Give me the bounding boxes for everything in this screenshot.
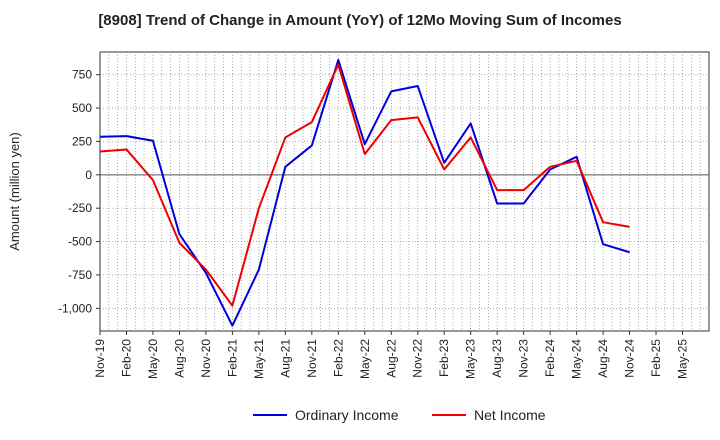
x-tick-label: Aug-24 — [596, 339, 610, 378]
x-tick-label: Aug-20 — [172, 339, 186, 378]
chart-title: [8908] Trend of Change in Amount (YoY) o… — [98, 12, 622, 29]
x-tick-label: Aug-22 — [384, 339, 398, 378]
y-tick-label: 500 — [72, 101, 92, 115]
x-tick-label: May-21 — [252, 339, 266, 379]
x-tick-label: Nov-23 — [517, 339, 531, 378]
x-tick-label: May-24 — [570, 339, 584, 379]
x-tick-label: Nov-19 — [93, 339, 107, 378]
x-tick-label: Feb-23 — [437, 339, 451, 377]
x-tick-label: May-23 — [464, 339, 478, 379]
y-axis-label: Amount (million yen) — [7, 132, 22, 251]
x-tick-label: May-20 — [146, 339, 160, 379]
plot-area — [99, 51, 710, 332]
legend-label-net-income: Net Income — [474, 407, 546, 423]
x-tick-label: Aug-23 — [490, 339, 504, 378]
y-tick-label: 250 — [72, 134, 92, 148]
y-tick-label: 0 — [85, 168, 92, 182]
x-tick-label: Nov-20 — [199, 339, 213, 378]
grid-layer — [99, 51, 710, 332]
x-tick-label: Nov-22 — [411, 339, 425, 378]
series-layer — [99, 59, 630, 327]
legend: Ordinary Income Net Income — [253, 407, 546, 423]
y-tick-label: -250 — [68, 201, 92, 215]
x-tick-label: Nov-24 — [623, 339, 637, 378]
x-tick-label: May-22 — [358, 339, 372, 379]
x-tick-label: Feb-22 — [331, 339, 345, 377]
y-tick-label: -1,000 — [58, 301, 92, 315]
x-tick-label: Nov-21 — [305, 339, 319, 378]
x-tick-label: May-25 — [676, 339, 690, 379]
x-tick-label: Aug-21 — [278, 339, 292, 378]
y-tick-label: 750 — [72, 68, 92, 82]
x-tick-label: Feb-21 — [225, 339, 239, 377]
series-line-net-income — [99, 63, 630, 307]
x-tick-label: Feb-24 — [543, 339, 557, 377]
x-tick-label: Feb-20 — [119, 339, 133, 377]
legend-label-ordinary-income: Ordinary Income — [295, 407, 399, 423]
y-tick-label: -750 — [68, 268, 92, 282]
axis-layer: 750 500 250 0 -250 -500 -750 -1,000 Nov-19 Feb-20… — [7, 68, 690, 379]
x-tick-label: Feb-25 — [649, 339, 663, 377]
series-line-ordinary-income — [99, 59, 630, 327]
y-tick-label: -500 — [68, 235, 92, 249]
